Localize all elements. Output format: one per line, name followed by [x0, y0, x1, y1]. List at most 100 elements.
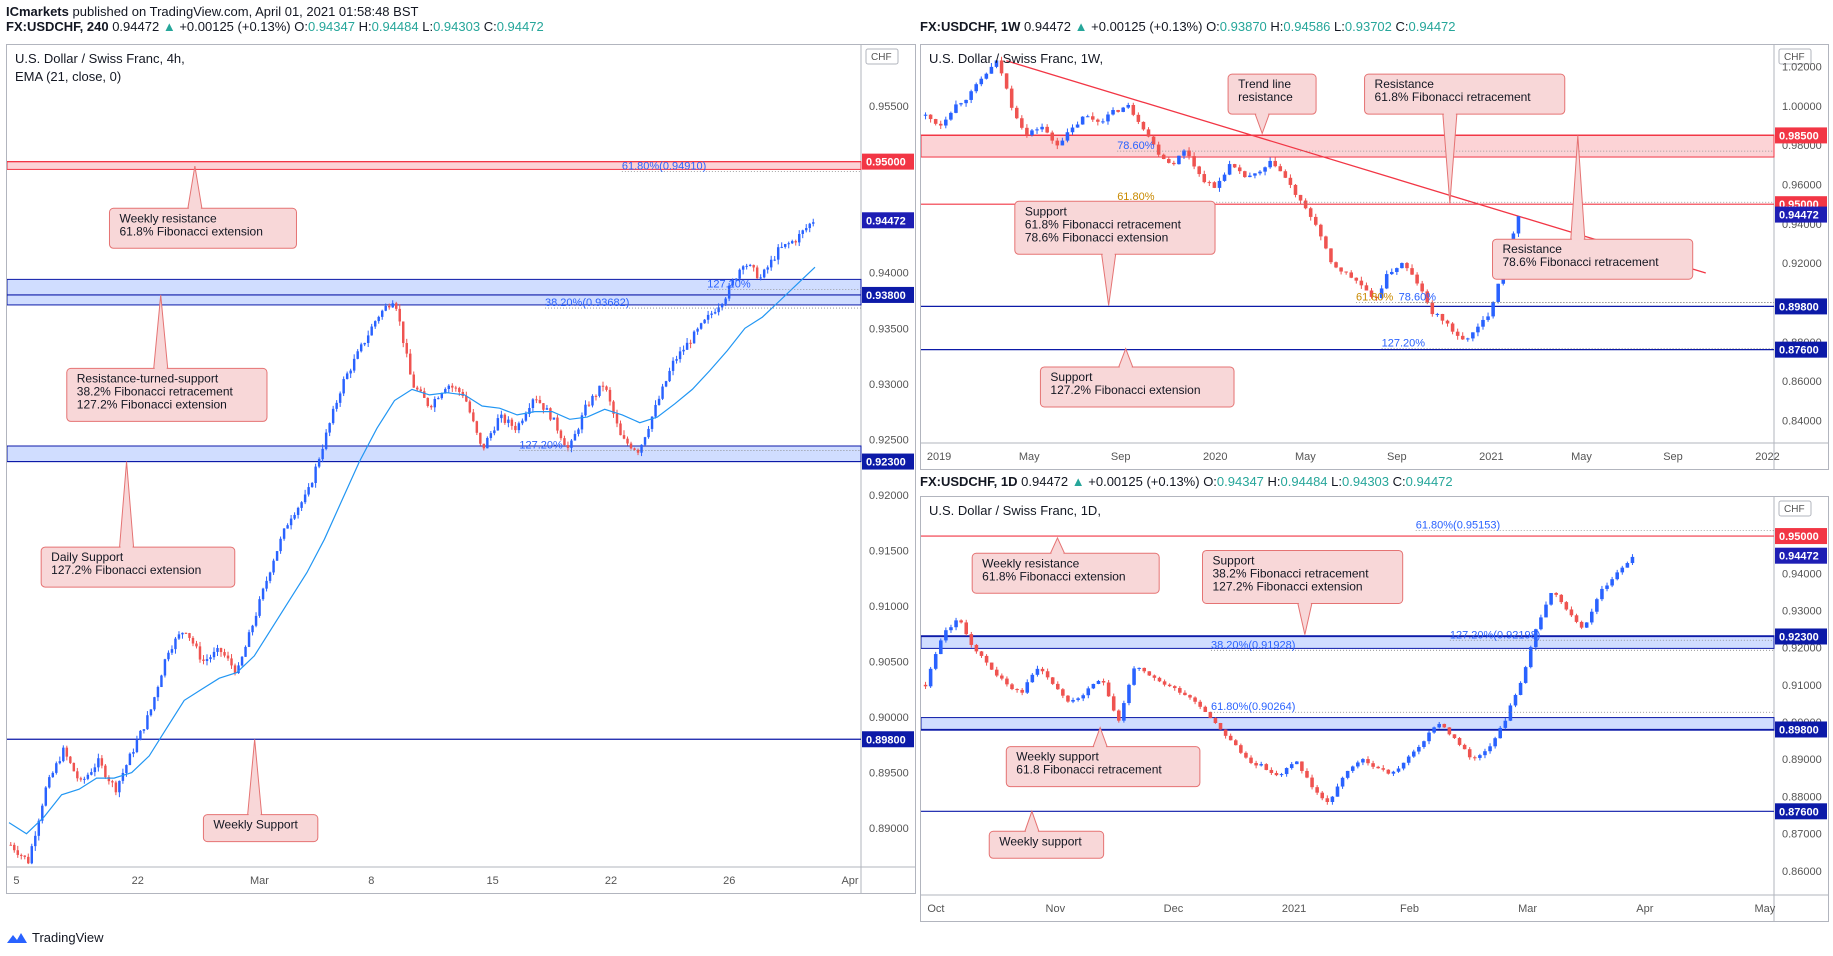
- candle-body: [23, 855, 26, 857]
- candle-body: [370, 326, 373, 336]
- annotation-callout: Weekly Support: [202, 739, 319, 843]
- candle-body: [1539, 617, 1543, 630]
- candle-body: [76, 771, 79, 779]
- candles: [923, 554, 1635, 805]
- callout-text: 38.2% Fibonacci retracement: [1212, 566, 1369, 580]
- price-level-tag: 0.87600: [1775, 341, 1827, 358]
- price-level-box: [862, 286, 914, 303]
- candle-body: [1460, 335, 1465, 340]
- candle-body: [559, 430, 563, 439]
- candle-body: [787, 243, 790, 245]
- x-tick-label: Sep: [1387, 451, 1407, 463]
- candle-body: [805, 228, 808, 231]
- price-level-tag: 0.95000: [862, 153, 914, 170]
- candle-body: [405, 343, 408, 354]
- candle-body: [202, 659, 205, 661]
- candle-body: [240, 656, 244, 666]
- callout-box: [971, 552, 1160, 594]
- chart-title: U.S. Dollar / Swiss Franc, 1D,: [929, 503, 1101, 518]
- candle-body: [324, 432, 328, 449]
- candle-body: [1228, 735, 1233, 741]
- candle-body: [959, 620, 963, 623]
- y-tick-label: 0.94000: [1782, 568, 1822, 580]
- candle-body: [1605, 585, 1609, 589]
- price-level-label: 0.92300: [866, 457, 906, 469]
- price-level-label: 0.89800: [1779, 301, 1819, 313]
- candle-body: [430, 405, 433, 408]
- y-tick-label: 0.86000: [1782, 376, 1822, 388]
- candle-body: [1081, 695, 1085, 699]
- chart-canvas[interactable]: CHF0.955000.950000.945000.940000.935000.…: [7, 45, 915, 893]
- callout-box: [108, 207, 297, 249]
- candle-body: [717, 307, 720, 313]
- candle-body: [244, 646, 247, 657]
- candle-body: [974, 84, 978, 92]
- chart-canvas[interactable]: CHF1.020001.000000.980000.960000.940000.…: [921, 45, 1828, 469]
- candle-body: [1442, 723, 1447, 728]
- candle-body: [475, 421, 479, 433]
- last-price-label: 0.94472: [1779, 210, 1819, 222]
- candle-body: [612, 401, 615, 414]
- candle-body: [1344, 271, 1348, 273]
- candle-body: [503, 414, 507, 423]
- candle-body: [1080, 116, 1085, 125]
- chart-canvas[interactable]: CHF 0.95000 0.94000 0.93000 0.92000 0.91000 0.…: [921, 497, 1828, 921]
- candle-body: [1493, 738, 1497, 747]
- candle-body: [1549, 592, 1553, 605]
- candle-body: [629, 443, 633, 449]
- candle-body: [1005, 678, 1009, 685]
- chart-panel-d1[interactable]: U.S. Dollar / Swiss Franc, 1D, CHF 0.9500…: [920, 496, 1829, 922]
- candle-body: [1096, 119, 1100, 122]
- candle-body: [1447, 727, 1452, 735]
- candle-body: [1273, 160, 1277, 167]
- candle-body: [356, 351, 359, 359]
- candle-body: [419, 389, 422, 392]
- chart-panel-h4[interactable]: U.S. Dollar / Swiss Franc, 4h, EMA (21, …: [6, 44, 916, 894]
- callout-text: 61.8% Fibonacci retracement: [1025, 217, 1182, 231]
- y-tick-label: 0.91000: [869, 601, 909, 613]
- candle-body: [1066, 695, 1070, 702]
- symbol-low: 0.94303: [433, 19, 481, 34]
- candle-body: [1188, 695, 1192, 698]
- tradingview-brand[interactable]: TradingView: [6, 930, 104, 945]
- candle-body: [591, 395, 594, 406]
- y-tick-label: 1.02000: [1782, 62, 1822, 74]
- candle-body: [1055, 683, 1060, 690]
- candle-body: [1218, 722, 1223, 730]
- candle-body: [928, 114, 933, 120]
- candle-body: [752, 264, 755, 268]
- candle-body: [1356, 762, 1360, 767]
- callout-text: 61.8 Fibonacci retracement: [1016, 763, 1162, 777]
- last-price-box: [862, 212, 914, 229]
- candle-body: [433, 398, 437, 408]
- candle-body: [479, 432, 482, 444]
- candle-body: [384, 305, 387, 311]
- price-level-box: [1775, 628, 1827, 645]
- symbol-last: 0.94472: [112, 19, 160, 34]
- chart-panel-w1[interactable]: U.S. Dollar / Swiss Franc, 1W, CHF 1.0200…: [920, 44, 1829, 470]
- callout-text: 78.6% Fibonacci extension: [1025, 230, 1168, 244]
- symbol-label: FX:USDCHF, 1W: [920, 19, 1021, 34]
- last-price-label: 0.94472: [866, 215, 906, 227]
- candle-body: [999, 60, 1004, 74]
- candle-body: [69, 756, 72, 763]
- callout-pointer: [1101, 253, 1117, 306]
- candle-body: [1354, 277, 1359, 281]
- candle-body: [1579, 621, 1584, 628]
- candle-body: [125, 765, 128, 773]
- candle-body: [573, 433, 577, 441]
- candle-body: [619, 423, 622, 436]
- candle-body: [1050, 677, 1055, 684]
- fib-level-label: 38.20%(0.93682): [545, 297, 629, 309]
- candle-body: [1384, 274, 1389, 289]
- candle-body: [801, 230, 804, 234]
- price-level-label: 0.93800: [866, 290, 906, 302]
- candle-body: [1350, 766, 1355, 771]
- indicator-label[interactable]: EMA (21, close, 0): [15, 69, 122, 84]
- y-tick-label: 0.95500: [869, 101, 909, 113]
- candle-body: [727, 285, 731, 299]
- fib-level-label: 61.80%: [1356, 291, 1394, 303]
- candle-body: [989, 662, 994, 670]
